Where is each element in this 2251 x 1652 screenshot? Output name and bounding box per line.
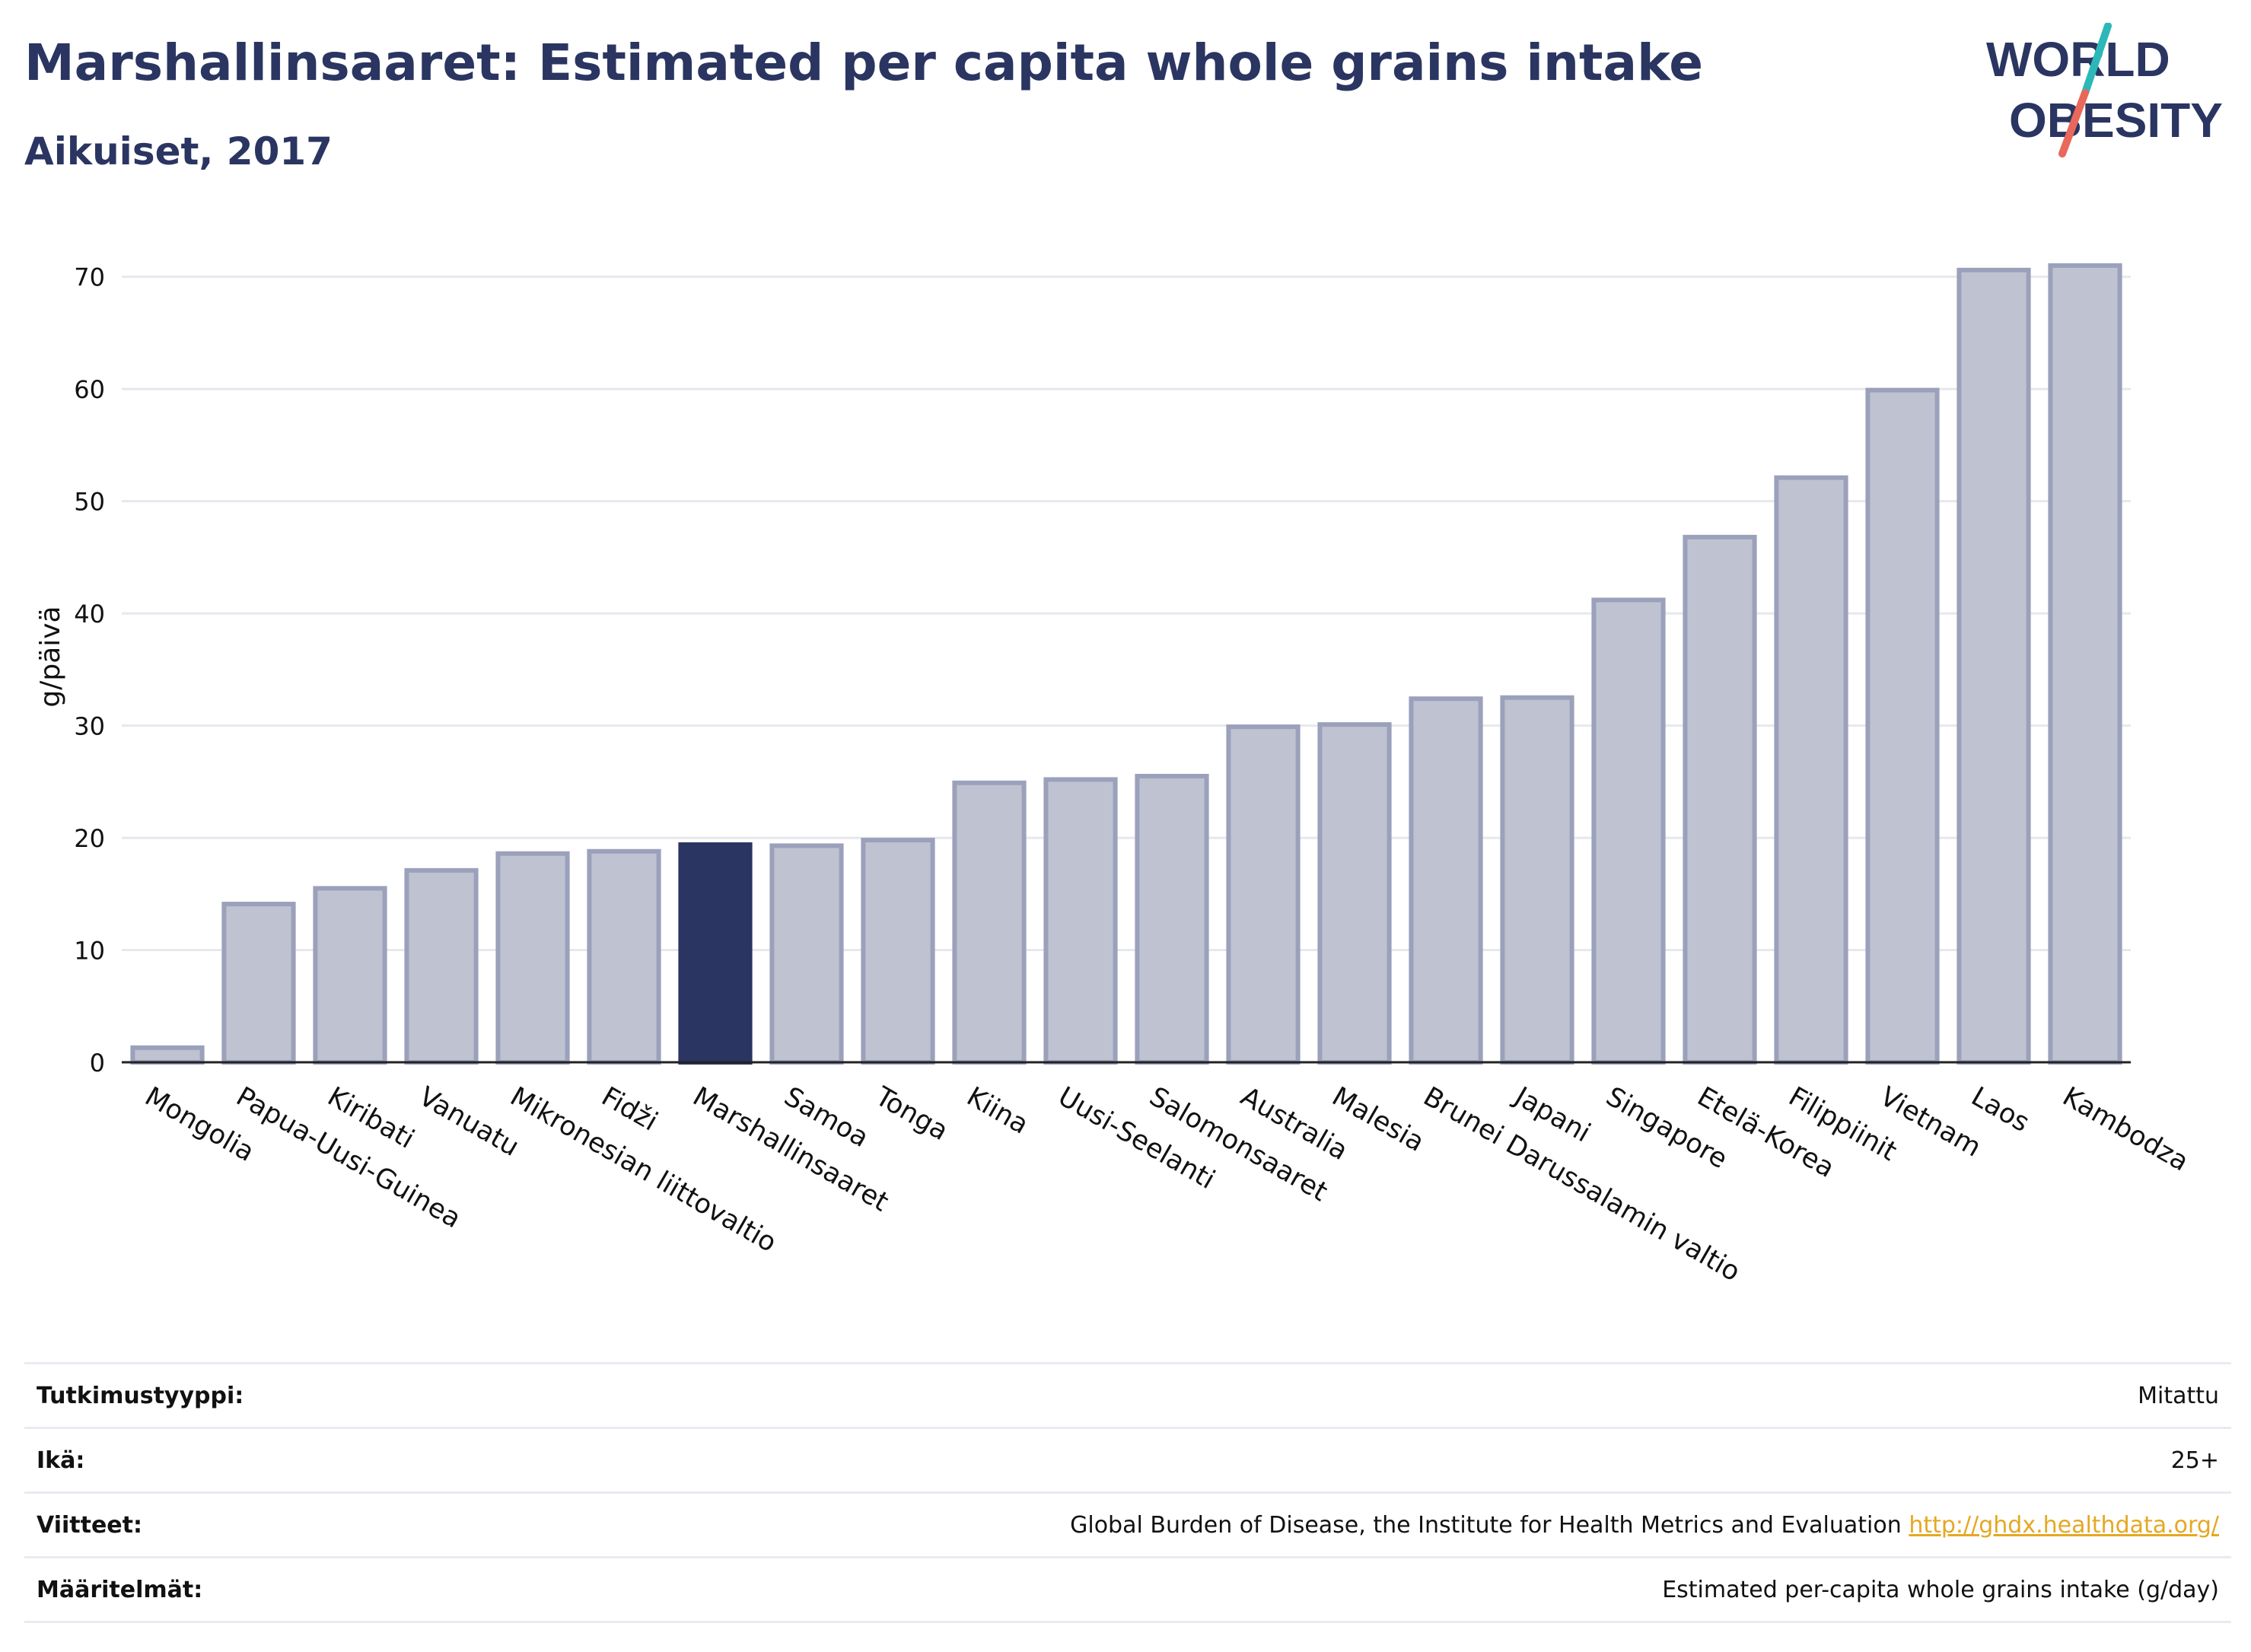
metadata-value: Mitattu — [2138, 1382, 2219, 1409]
bars — [130, 263, 2122, 1065]
x-tick-label: Tonga — [870, 1081, 954, 1147]
bar — [495, 851, 570, 1065]
x-tick-label: Brunei Darussalamin valtio — [1418, 1081, 1746, 1288]
y-axis-label: g/päivä — [35, 606, 66, 707]
bar-chart: 0 10 20 30 40 50 60 70 MongoliaPapua-Uusi-Guine… — [35, 263, 2194, 1288]
x-tick-label: Fidži — [597, 1081, 663, 1137]
y-tick-label: 10 — [74, 937, 105, 966]
chart-subtitle: Aikuiset, 2017 — [24, 129, 333, 173]
bar — [1043, 777, 1118, 1065]
bar — [861, 838, 935, 1065]
metadata-table: Tutkimustyyppi: Mitattu Ikä: 25+ Viittee… — [24, 1362, 2231, 1623]
y-tick-label: 60 — [74, 375, 105, 404]
bar — [1774, 475, 1848, 1065]
world-obesity-logo: WORLD OBESITY — [1986, 23, 2223, 158]
x-tick-label: Kiina — [962, 1081, 1034, 1141]
bar — [1591, 597, 1666, 1065]
x-tick-label: Uusi-Seelanti — [1053, 1081, 1221, 1195]
logo-slash-coral — [2058, 89, 2089, 158]
reference-text: Global Burden of Disease, the Institute … — [1070, 1511, 1902, 1539]
bar-highlighted — [678, 842, 753, 1065]
bar — [221, 902, 296, 1065]
bar — [2048, 263, 2122, 1065]
metadata-value-references: Global Burden of Disease, the Institute … — [1070, 1512, 2231, 1539]
metadata-value: Estimated per-capita whole grains intake… — [1662, 1576, 2219, 1603]
x-tick-label: Kambodza — [2058, 1081, 2194, 1177]
metadata-key: Tutkimustyyppi: — [37, 1382, 244, 1409]
chart-title: Marshallinsaaret: Estimated per capita w… — [24, 33, 1703, 92]
bar — [1865, 387, 1940, 1065]
metadata-value: 25+ — [2170, 1447, 2219, 1474]
metadata-key: Ikä: — [37, 1447, 85, 1474]
metadata-key: Määritelmät: — [37, 1576, 203, 1603]
bar — [1317, 722, 1392, 1065]
y-tick-label: 0 — [90, 1049, 105, 1077]
bar — [1135, 773, 1209, 1065]
bar — [587, 848, 661, 1065]
logo-text-obesity: OBESITY — [2009, 93, 2223, 148]
bar — [1500, 695, 1574, 1065]
bar — [130, 1045, 205, 1065]
x-tick-label: Laos — [1966, 1081, 2035, 1138]
bar — [952, 780, 1027, 1065]
y-tick-label: 20 — [74, 824, 105, 853]
x-tick-label: Vanuatu — [414, 1081, 524, 1163]
x-axis-labels: MongoliaPapua-Uusi-GuineaKiribatiVanuatu… — [140, 1081, 2194, 1288]
metadata-row-definitions: Määritelmät: Estimated per-capita whole … — [24, 1556, 2231, 1623]
y-tick-label: 40 — [74, 600, 105, 629]
y-axis-ticks: 0 10 20 30 40 50 60 70 — [74, 263, 105, 1077]
metadata-row-age: Ikä: 25+ — [24, 1427, 2231, 1491]
bar — [769, 843, 844, 1065]
metadata-row-study-type: Tutkimustyyppi: Mitattu — [24, 1362, 2231, 1427]
y-tick-label: 50 — [74, 488, 105, 517]
y-tick-label: 70 — [74, 263, 105, 292]
bar — [1956, 267, 2031, 1065]
y-tick-label: 30 — [74, 712, 105, 741]
reference-link[interactable]: http://ghdx.healthdata.org/ — [1909, 1511, 2219, 1539]
logo-text-world: WORLD — [1986, 32, 2170, 87]
bar — [1683, 534, 1757, 1065]
bar — [313, 886, 387, 1065]
metadata-key: Viitteet: — [37, 1511, 142, 1539]
metadata-row-references: Viitteet: Global Burden of Disease, the … — [24, 1491, 2231, 1556]
bar — [1409, 696, 1483, 1065]
bar — [1226, 724, 1301, 1065]
bar — [404, 867, 479, 1065]
logo-slash-teal — [2081, 23, 2112, 97]
